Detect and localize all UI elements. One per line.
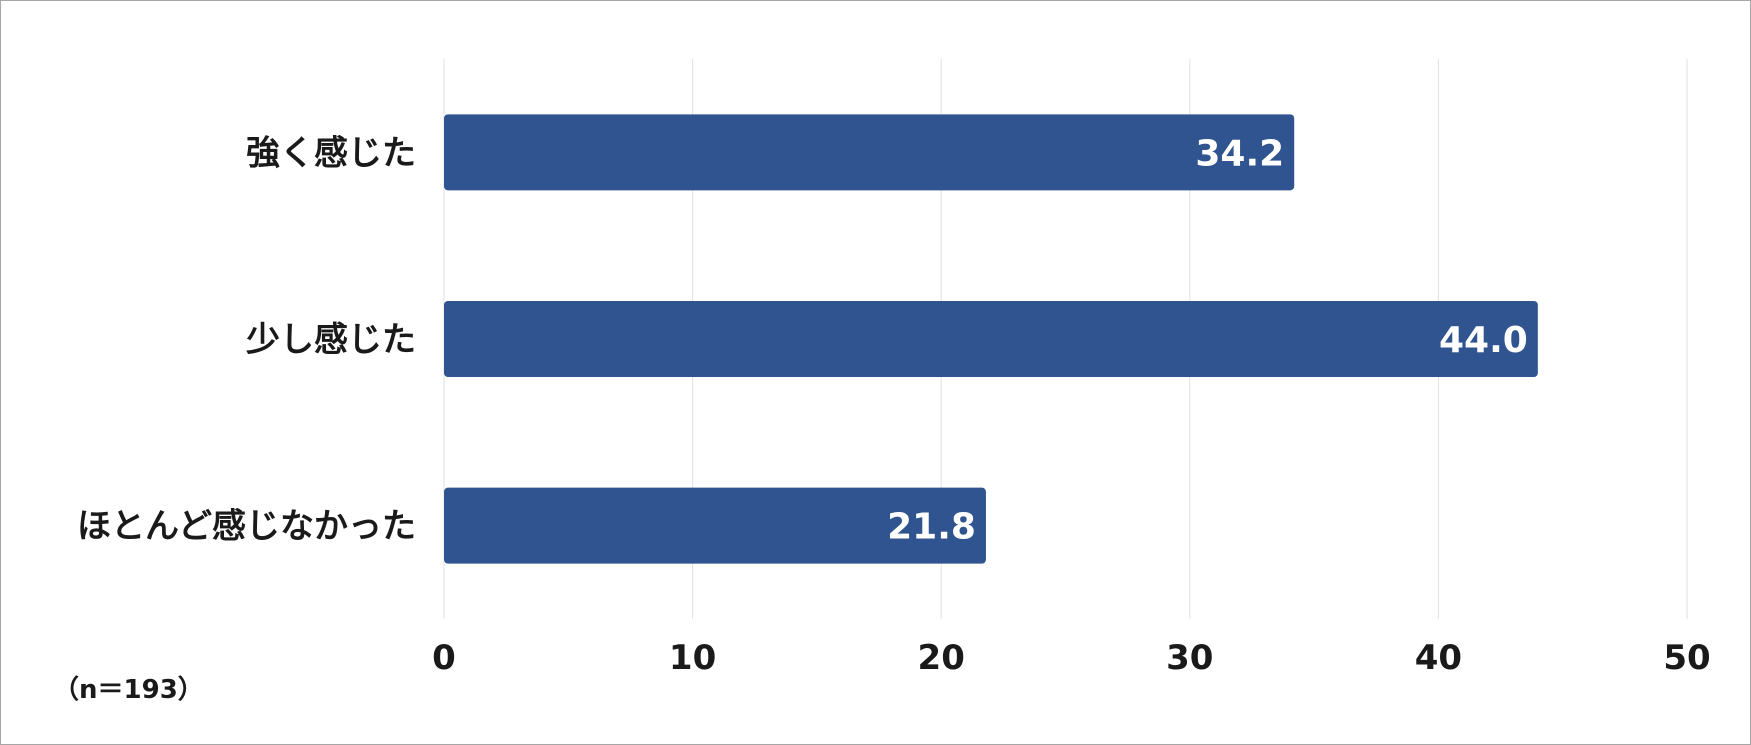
- x-tick-label: 0: [432, 638, 456, 678]
- bar-value-label: 34.2: [1195, 133, 1284, 174]
- bar: [444, 301, 1538, 377]
- x-axis-tick-labels: 0 10 20 30 40 50: [432, 638, 1711, 678]
- x-tick-label: 10: [669, 638, 716, 678]
- x-tick-label: 20: [918, 638, 965, 678]
- bar-value-label: 44.0: [1439, 320, 1528, 361]
- sample-size-note: （n＝193）: [53, 675, 204, 705]
- category-label: ほとんど感じなかった: [77, 507, 416, 547]
- bar: [444, 487, 986, 564]
- bar: [444, 114, 1295, 191]
- x-tick-label: 30: [1166, 638, 1213, 678]
- bars: 34.2 44.0 21.8: [444, 114, 1538, 564]
- x-tick-label: 40: [1415, 638, 1462, 678]
- bar-value-label: 21.8: [887, 507, 976, 548]
- category-label: 強く感じた: [246, 133, 416, 173]
- x-tick-label: 50: [1663, 638, 1710, 678]
- category-label: 少し感じた: [246, 320, 416, 360]
